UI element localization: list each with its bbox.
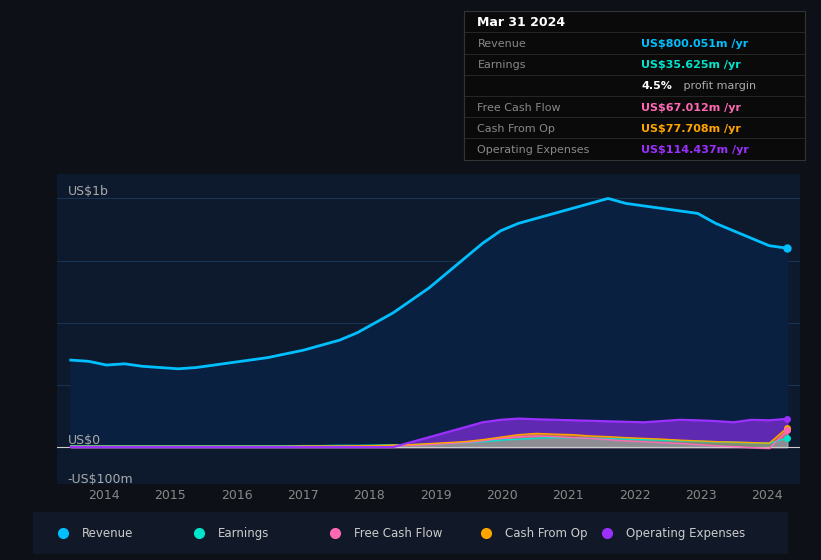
Text: US$0: US$0 [67,433,100,447]
Text: 4.5%: 4.5% [641,81,672,91]
Text: US$35.625m /yr: US$35.625m /yr [641,60,741,70]
Text: US$800.051m /yr: US$800.051m /yr [641,39,748,49]
Text: Earnings: Earnings [478,60,526,70]
Text: profit margin: profit margin [681,81,756,91]
Text: Mar 31 2024: Mar 31 2024 [478,16,566,29]
Text: US$77.708m /yr: US$77.708m /yr [641,124,741,134]
Text: US$67.012m /yr: US$67.012m /yr [641,102,741,113]
Text: Cash From Op: Cash From Op [505,527,587,540]
Text: Revenue: Revenue [478,39,526,49]
Text: Operating Expenses: Operating Expenses [478,145,589,155]
Text: Operating Expenses: Operating Expenses [626,527,745,540]
Text: -US$100m: -US$100m [67,473,133,486]
Text: Revenue: Revenue [82,527,133,540]
Text: US$1b: US$1b [67,185,108,198]
Text: Free Cash Flow: Free Cash Flow [354,527,443,540]
Text: Cash From Op: Cash From Op [478,124,555,134]
Text: Earnings: Earnings [218,527,269,540]
Text: US$114.437m /yr: US$114.437m /yr [641,145,749,155]
Text: Free Cash Flow: Free Cash Flow [478,102,561,113]
